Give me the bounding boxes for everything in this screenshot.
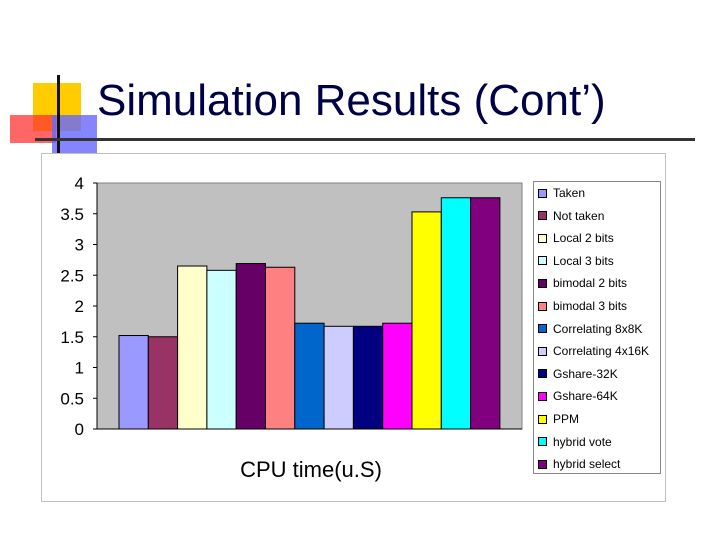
legend-swatch xyxy=(538,188,547,198)
y-tick-label: 1.5 xyxy=(60,328,84,347)
title-underline xyxy=(35,138,695,141)
legend-label: Not taken xyxy=(553,208,605,223)
legend-item: bimodal 2 bits xyxy=(538,275,627,291)
legend-swatch xyxy=(538,414,547,424)
y-tick-label: 0.5 xyxy=(60,389,84,408)
legend-swatch xyxy=(538,346,547,356)
legend-label: Gshare-64K xyxy=(553,389,618,404)
legend-swatch xyxy=(538,278,547,288)
y-tick-label: 2 xyxy=(75,297,84,316)
chart-legend: Taken Not taken Local 2 bits Local 3 bits bi… xyxy=(533,181,661,474)
legend-item: Not taken xyxy=(538,208,604,224)
legend-swatch xyxy=(538,391,547,401)
legend-item: Correlating 4x16K xyxy=(538,343,649,359)
y-tick-label: 2.5 xyxy=(60,266,84,285)
legend-swatch xyxy=(538,256,547,266)
legend-swatch xyxy=(538,369,547,379)
y-tick-label: 3.5 xyxy=(60,205,84,224)
legend-item: Taken xyxy=(538,185,585,201)
legend-label: Correlating 4x16K xyxy=(553,344,650,359)
decor-vertical-line xyxy=(57,75,60,158)
bar-local-2-bits xyxy=(177,265,208,430)
y-tick-label: 3 xyxy=(75,236,84,255)
legend-item: bimodal 3 bits xyxy=(538,298,627,314)
legend-swatch xyxy=(538,233,547,243)
legend-item: Local 3 bits xyxy=(538,253,614,269)
legend-label: Local 3 bits xyxy=(553,253,614,268)
legend-swatch xyxy=(538,211,547,221)
bar-gshare-32k xyxy=(352,325,384,430)
legend-item: Local 2 bits xyxy=(538,230,614,246)
bar-bimodal-2-bits xyxy=(235,263,266,430)
bar-correlating-8x8k xyxy=(294,322,325,430)
bar-not-taken xyxy=(147,336,179,430)
bar-taken xyxy=(118,335,149,430)
legend-item: hybrid vote xyxy=(538,434,612,450)
bar-correlating-4x16k xyxy=(323,325,354,430)
legend-label: bimodal 2 bits xyxy=(553,276,628,291)
bar-hybrid-select xyxy=(470,197,501,430)
legend-label: bimodal 3 bits xyxy=(553,299,628,313)
legend-label: Local 2 bits xyxy=(553,231,614,246)
y-tick-label: 0 xyxy=(75,420,84,439)
legend-swatch xyxy=(538,459,547,469)
bar-ppm xyxy=(411,211,442,430)
legend-swatch xyxy=(538,324,547,334)
legend-label: Gshare-32K xyxy=(553,366,618,381)
legend-swatch xyxy=(538,437,547,447)
bar-bimodal-3-bits xyxy=(265,266,296,430)
legend-item: Correlating 8x8K xyxy=(538,321,642,337)
x-axis-label: CPU time(u.S) xyxy=(240,457,382,482)
legend-label: Taken xyxy=(553,186,586,200)
legend-item: hybrid select xyxy=(538,456,620,472)
bar-hybrid-vote xyxy=(440,197,472,430)
legend-label: PPM xyxy=(553,412,580,426)
slide-title: Simulation Results (Cont’) xyxy=(97,76,606,125)
legend-label: Correlating 8x8K xyxy=(553,321,643,336)
legend-label: hybrid select xyxy=(553,457,621,472)
legend-label: hybrid vote xyxy=(553,434,612,449)
y-tick-label: 1 xyxy=(75,359,84,378)
legend-item: PPM xyxy=(538,411,579,427)
legend-item: Gshare-32K xyxy=(538,366,618,382)
legend-item: Gshare-64K xyxy=(538,388,618,404)
bar-gshare-64k xyxy=(382,322,413,430)
legend-swatch xyxy=(538,301,547,311)
bar-local-3-bits xyxy=(206,269,237,430)
y-tick-label: 4 xyxy=(75,174,84,193)
